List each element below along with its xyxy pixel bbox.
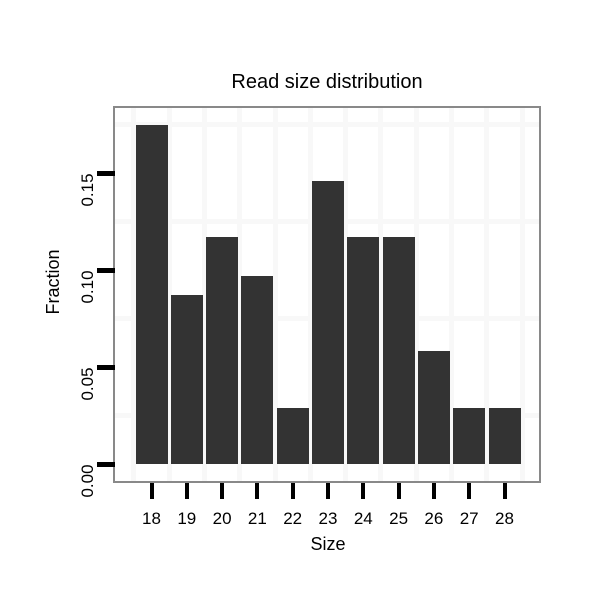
bar-size-24 [347,237,380,464]
y-axis-tick [97,364,115,370]
x-axis-tick-label: 20 [212,509,232,528]
y-axis-title: Fraction [43,249,63,315]
bar-size-26 [417,351,450,464]
y-axis-tick [97,170,115,176]
x-axis-tick-label: 27 [459,509,479,528]
minor-gridline-vertical [166,108,172,481]
minor-gridline-horizontal [115,122,539,127]
x-axis-tick [361,483,366,499]
y-axis-tick [97,461,115,467]
x-axis-tick [184,483,189,499]
x-axis-tick-label: 22 [283,509,303,528]
y-axis-tick-label: 0.15 [78,173,97,207]
x-axis-tick [326,483,330,499]
minor-gridline-vertical [272,108,278,481]
bar-size-23 [312,180,344,464]
minor-gridline-vertical [484,108,490,481]
plot-panel [115,108,539,481]
y-axis-tick-label: 0.10 [78,270,97,304]
x-axis-tick-label: 25 [389,509,409,528]
x-axis-tick-label: 21 [247,509,267,528]
x-axis-tick-label: 18 [142,509,161,528]
y-axis-tick-label: 0.05 [78,367,97,401]
bar-size-18 [135,124,168,464]
minor-gridline-vertical [378,108,384,481]
x-axis-tick [290,483,295,499]
x-axis-tick [396,483,401,499]
minor-gridline-vertical [413,108,419,481]
minor-gridline-vertical [519,108,525,481]
bar-size-27 [453,407,486,464]
minor-gridline-vertical [131,108,137,481]
minor-gridline-vertical [449,108,455,481]
x-axis-tick-label: 28 [495,509,514,528]
x-axis-tick-label: 23 [318,509,338,528]
minor-gridline-vertical [237,108,243,481]
x-axis-tick [431,483,436,499]
x-axis-tick [220,483,225,499]
x-axis-tick-label: 24 [353,509,373,528]
x-axis-tick [149,483,154,499]
bar-size-19 [170,295,203,464]
y-axis-tick [97,267,115,273]
bar-size-22 [276,407,309,464]
x-axis-tick [255,483,260,499]
y-axis-tick-label: 0.00 [78,464,97,498]
x-axis-tick [502,483,507,499]
bar-size-21 [241,275,274,464]
chart-title: Read size distribution [231,71,423,93]
x-axis-tick [467,483,472,499]
x-axis-title: Size [310,534,346,554]
minor-gridline-vertical [343,108,349,481]
x-axis-tick-label: 19 [177,509,197,528]
x-axis-tick-label: 26 [424,509,444,528]
bar-size-20 [206,237,239,464]
minor-gridline-vertical [201,108,207,481]
bar-size-25 [382,237,415,464]
minor-gridline-vertical [307,108,313,481]
bar-size-28 [488,407,521,464]
